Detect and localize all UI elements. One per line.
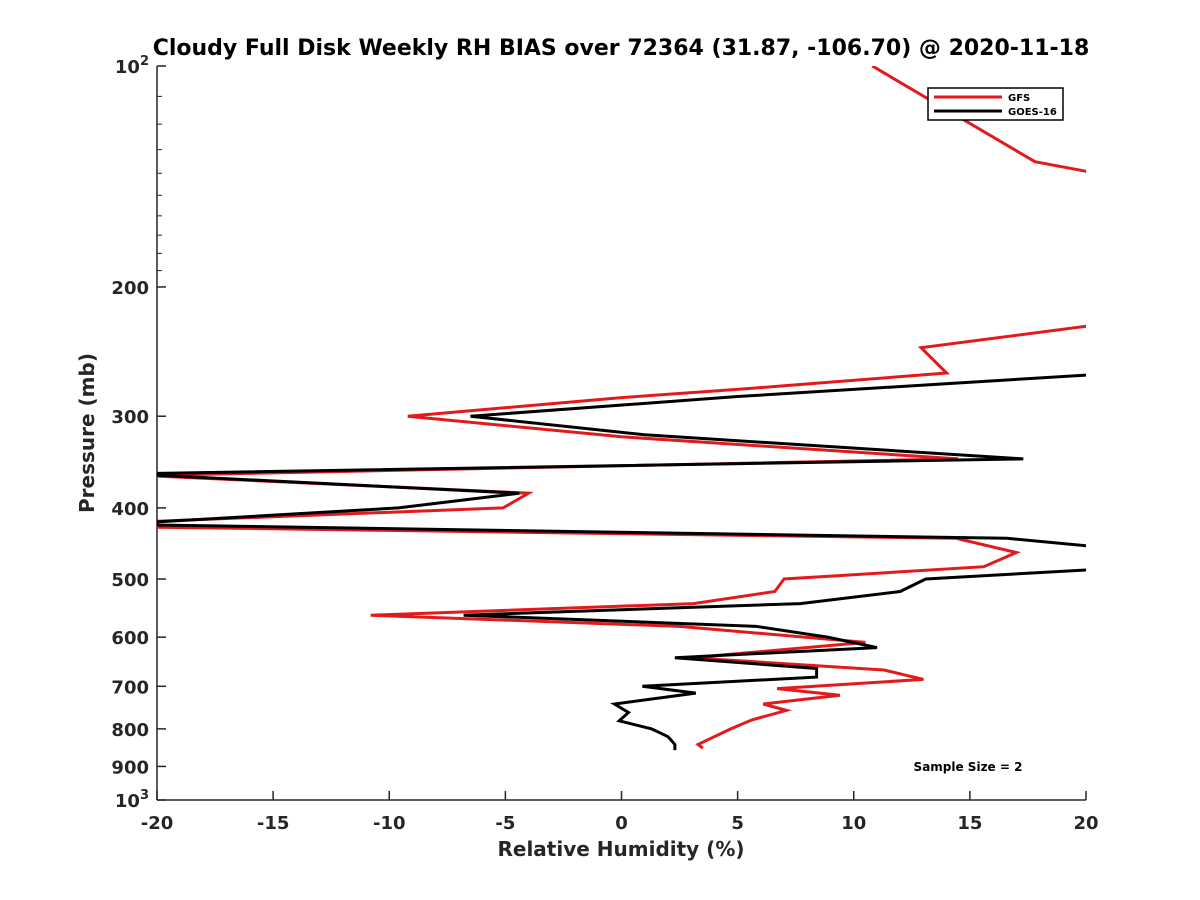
x-tick-label: 5 <box>731 813 744 834</box>
y-tick-label: 200 <box>111 278 149 299</box>
x-tick-label: 20 <box>1073 813 1098 834</box>
y-tick-label: 102 <box>115 54 149 78</box>
plot-axes: -20 -15 -10 -5 0 5 10 15 20 102 200 300 400 500 600 700… <box>111 54 1098 834</box>
x-tick-label: 15 <box>957 813 982 834</box>
x-tick-label: 10 <box>841 813 866 834</box>
y-tick-label: 600 <box>111 628 149 649</box>
chart-title: Cloudy Full Disk Weekly RH BIAS over 723… <box>153 36 1090 61</box>
y-tick-label: 400 <box>111 499 149 520</box>
y-tick-label: 900 <box>111 757 149 778</box>
legend: GFS GOES-16 <box>927 87 1064 121</box>
x-tick-label: -10 <box>373 813 406 834</box>
y-tick-label: 300 <box>111 407 149 428</box>
legend-label-gfs: GFS <box>1008 93 1030 104</box>
legend-label-goes-16: GOES-16 <box>1008 107 1057 118</box>
y-tick-label: 700 <box>111 677 149 698</box>
x-tick-label: -5 <box>495 813 515 834</box>
x-tick-label: -15 <box>257 813 290 834</box>
sample-size-annotation: Sample Size = 2 <box>914 760 1023 774</box>
x-tick-label: 0 <box>615 813 628 834</box>
y-tick-label: 103 <box>115 788 149 812</box>
series-line-gfs <box>157 66 1086 750</box>
y-axis-label: Pressure (mb) <box>75 353 99 513</box>
legend-box <box>927 87 1064 121</box>
x-tick-label: -20 <box>141 813 174 834</box>
plot-series <box>157 66 1086 751</box>
y-tick-label: 800 <box>111 720 149 741</box>
y-tick-label: 500 <box>111 570 149 591</box>
x-axis-label: Relative Humidity (%) <box>497 837 744 861</box>
series-line-goes-16 <box>157 373 1086 751</box>
